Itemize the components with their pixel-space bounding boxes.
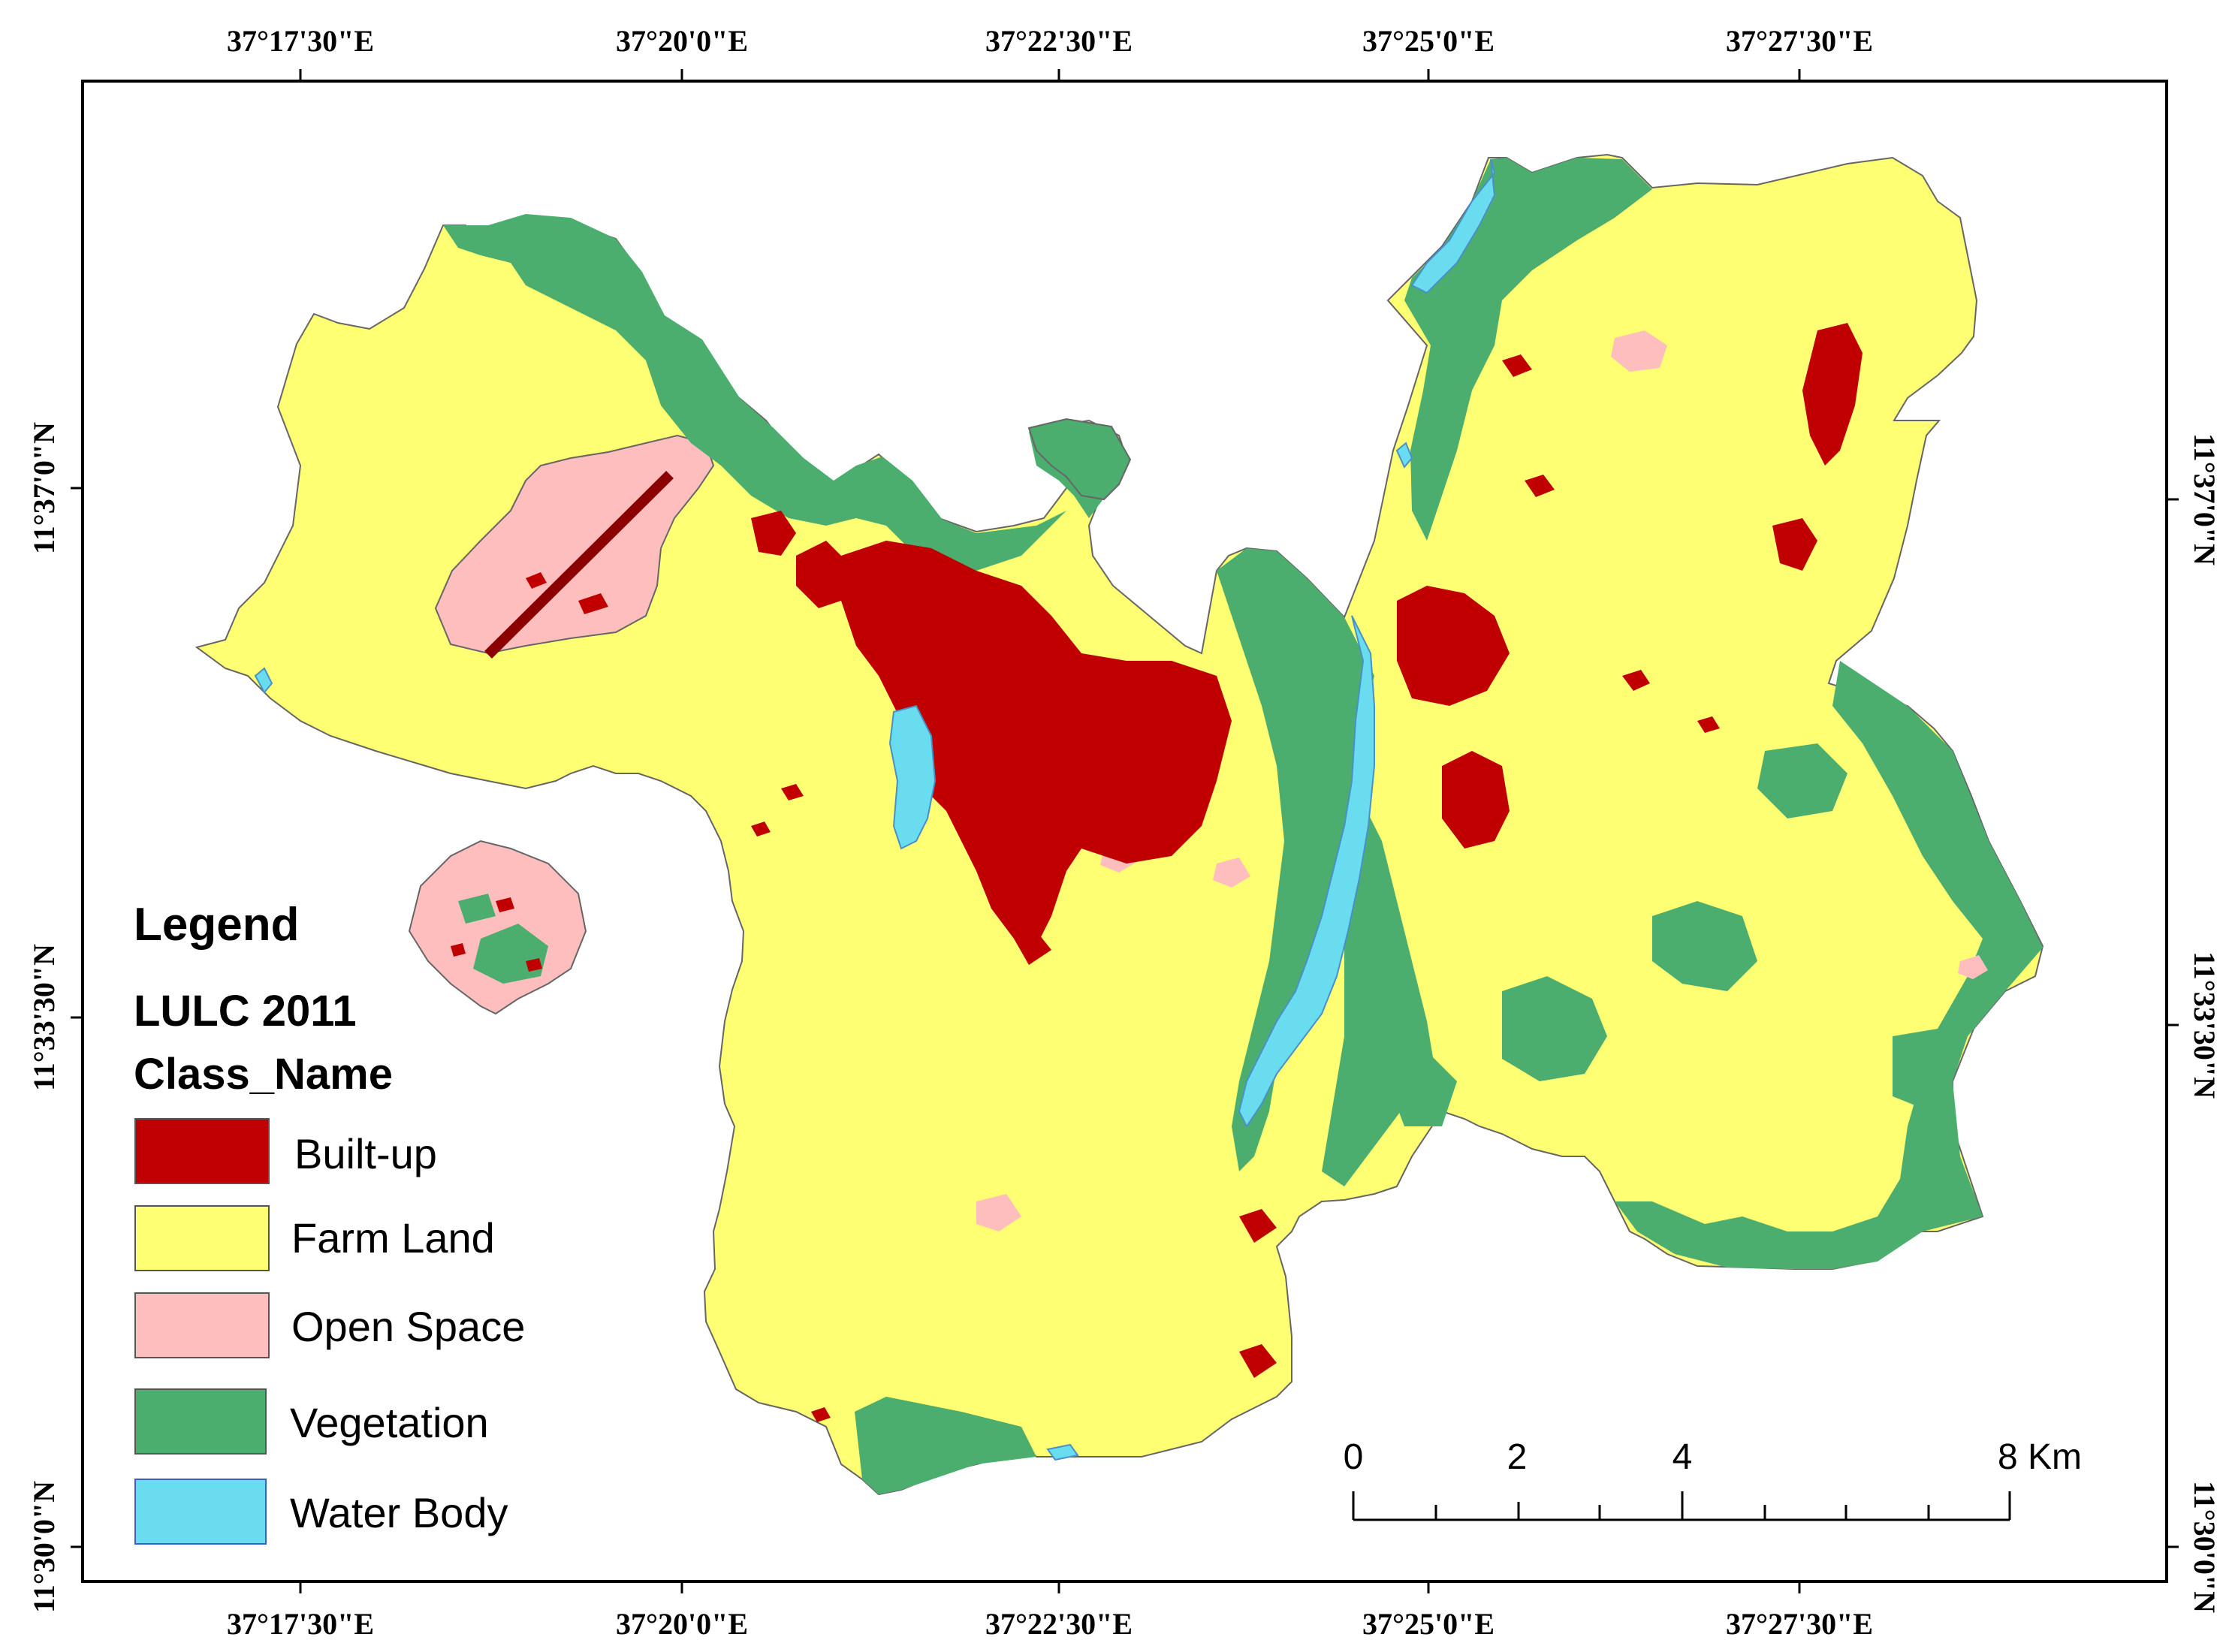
built-up-core	[841, 541, 1232, 946]
legend-label-water-body: Water Body	[290, 1489, 508, 1536]
bottom-lon-label-1: 37°17'30"E	[227, 1607, 374, 1641]
legend: Legend LULC 2011 Class_Name Built-up Far…	[134, 899, 525, 1545]
top-longitude-labels: 37°17'30"E 37°20'0"E 37°22'30"E 37°25'0"…	[227, 24, 1873, 58]
map-frame	[81, 80, 2168, 1583]
right-latitude-labels: 11°37'0"N 11°33'30"N 11°30'0"N	[2188, 433, 2221, 1613]
legend-label-vegetation: Vegetation	[290, 1399, 489, 1446]
frame-ticks	[71, 69, 2179, 1593]
right-lat-label-1: 11°37'0"N	[2188, 433, 2221, 565]
top-lon-label-4: 37°25'0"E	[1362, 24, 1495, 58]
bottom-lon-label-2: 37°20'0"E	[616, 1607, 748, 1641]
reservoir	[888, 704, 937, 850]
bottom-lon-label-3: 37°22'30"E	[985, 1607, 1133, 1641]
bottom-lon-label-5: 37°27'30"E	[1726, 1607, 1873, 1641]
top-lon-label-3: 37°22'30"E	[985, 24, 1133, 58]
right-lat-label-2: 11°33'30"N	[2188, 951, 2221, 1099]
left-lat-label-3: 11°30'0"N	[27, 1481, 61, 1613]
legend-layer-name: LULC 2011	[134, 987, 357, 1036]
bottom-lon-label-4: 37°25'0"E	[1362, 1607, 1495, 1641]
legend-title: Legend	[134, 899, 299, 951]
bottom-longitude-labels: 37°17'30"E 37°20'0"E 37°22'30"E 37°25'0"…	[227, 1607, 1873, 1641]
legend-label-built-up: Built-up	[294, 1130, 437, 1177]
top-lon-label-1: 37°17'30"E	[227, 24, 374, 58]
legend-swatch-water-body	[134, 1479, 267, 1545]
scale-label-4: 4	[1672, 1437, 1693, 1477]
scale-label-8: 8 Km	[1998, 1437, 2082, 1477]
right-lat-label-3: 11°30'0"N	[2188, 1481, 2221, 1613]
left-lat-label-1: 11°37'0"N	[27, 422, 61, 554]
scale-label-0: 0	[1344, 1437, 1364, 1477]
legend-swatch-vegetation	[134, 1388, 267, 1455]
top-lon-label-2: 37°20'0"E	[616, 24, 748, 58]
legend-swatch-farm-land	[134, 1205, 270, 1271]
scale-bar: 0 2 4 8 Km	[1344, 1437, 2082, 1521]
legend-swatch-open-space	[134, 1292, 270, 1358]
river	[1238, 615, 1375, 1128]
legend-field-name: Class_Name	[134, 1050, 393, 1099]
scale-label-2: 2	[1507, 1437, 1528, 1477]
legend-label-farm-land: Farm Land	[291, 1214, 495, 1262]
left-latitude-labels: 11°37'0"N 11°33'30"N 11°30'0"N	[27, 422, 61, 1613]
legend-swatch-built-up	[134, 1118, 270, 1184]
airport-runway	[484, 471, 674, 659]
land-cover-map	[195, 153, 2044, 1496]
left-lat-label-2: 11°33'30"N	[27, 944, 61, 1091]
legend-label-open-space: Open Space	[291, 1303, 525, 1350]
top-lon-label-5: 37°27'30"E	[1726, 24, 1873, 58]
